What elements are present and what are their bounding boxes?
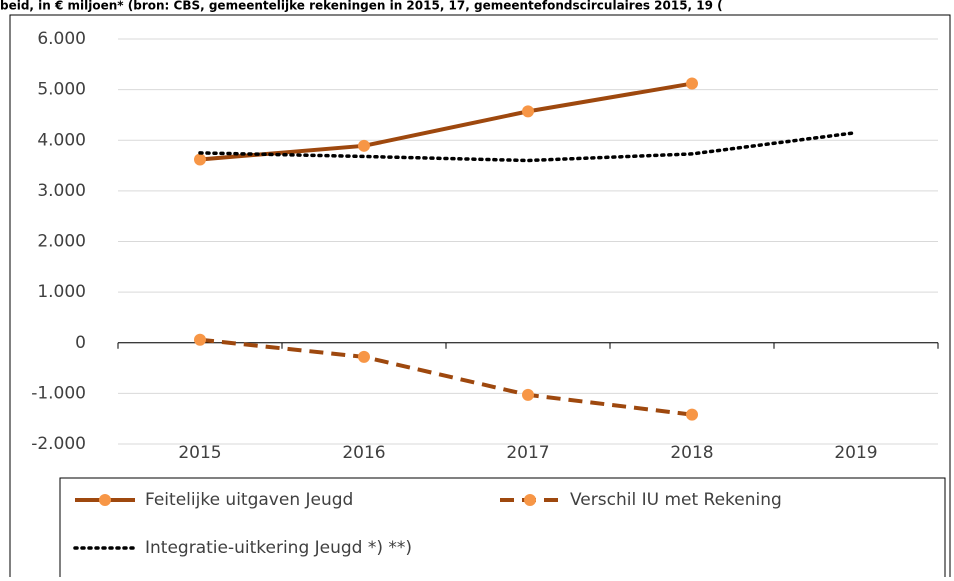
legend-box (59, 477, 946, 581)
data-point (194, 153, 206, 166)
data-point (686, 77, 698, 90)
data-point (358, 350, 370, 363)
y-tick-label: 1.000 (37, 282, 86, 302)
y-tick-label: -2.000 (31, 434, 86, 454)
x-tick-label: 2016 (342, 443, 385, 463)
x-tick-label: 2018 (670, 443, 713, 463)
x-tick-label: 2015 (178, 443, 221, 463)
x-tick-label: 2019 (834, 443, 877, 463)
data-point (522, 105, 534, 118)
data-point (686, 408, 698, 421)
y-tick-label: 5.000 (37, 80, 86, 100)
legend-label: Feitelijke uitgaven Jeugd (145, 490, 353, 510)
series-line (199, 81, 693, 162)
series-line (199, 337, 693, 417)
x-tick-label: 2017 (506, 443, 549, 463)
y-tick-label: -1.000 (31, 383, 86, 403)
data-point (194, 333, 206, 346)
legend-marker (524, 494, 536, 506)
y-tick-label: 2.000 (37, 232, 86, 252)
y-tick-label: 6.000 (37, 29, 86, 49)
legend-label: Verschil IU met Rekening (570, 490, 782, 510)
chart-title: beid, in € miljoen* (bron: CBS, gemeente… (0, 0, 723, 13)
series-line (198, 130, 858, 163)
y-tick-label: 3.000 (37, 181, 86, 201)
y-tick-label: 4.000 (37, 130, 86, 150)
data-point (358, 139, 370, 152)
y-tick-label: 0 (75, 333, 86, 353)
data-point (522, 388, 534, 401)
legend-label: Integratie-uitkering Jeugd *) **) (145, 538, 412, 558)
legend-marker (99, 494, 111, 506)
